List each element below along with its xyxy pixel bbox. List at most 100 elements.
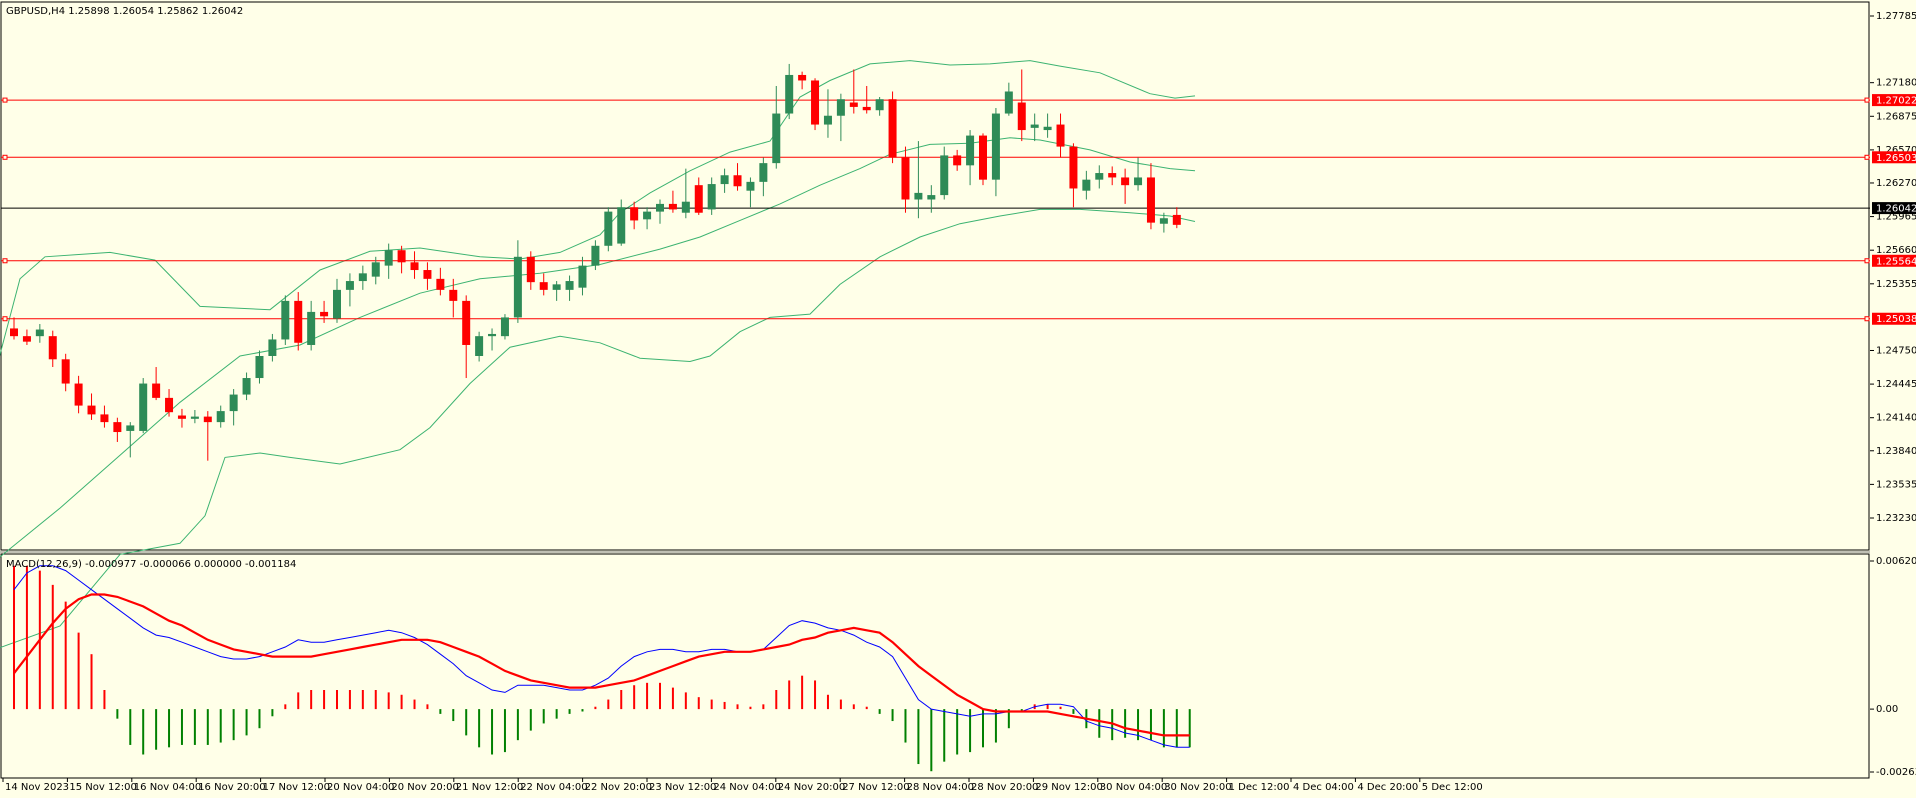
candle-body: [1082, 179, 1091, 191]
candle-body: [927, 195, 936, 200]
level-price-tag: [1872, 254, 1916, 267]
time-tick-label: 22 Nov 20:00: [585, 782, 652, 793]
current-price-tag: [1872, 202, 1916, 215]
candle-body: [1056, 124, 1065, 147]
candle-body: [811, 80, 820, 125]
time-tick-label: 22 Nov 04:00: [520, 782, 587, 793]
candle-body: [229, 394, 238, 412]
level-price-label: 1.27022: [1876, 96, 1916, 107]
time-tick-label: 4 Dec 04:00: [1293, 782, 1354, 793]
bollinger-upper-line: [0, 60, 1196, 357]
candle-body: [720, 175, 729, 185]
candle-body: [681, 201, 690, 213]
price-tick-label: 1.23840: [1876, 446, 1916, 457]
level-price-tag: [1872, 94, 1916, 107]
level-price-tag: [1872, 312, 1916, 325]
candle-body: [539, 282, 548, 290]
candlesticks: [10, 63, 1181, 461]
candle-body: [1095, 173, 1104, 180]
level-handle-right: [1864, 316, 1870, 322]
candle-body: [203, 416, 212, 423]
candle-body: [746, 181, 755, 191]
level-handle-right: [1864, 154, 1870, 160]
price-tick-label: 1.26270: [1876, 178, 1916, 189]
level-price-label: 1.25564: [1876, 256, 1916, 267]
time-tick-label: 28 Nov 04:00: [907, 782, 974, 793]
time-tick-label: 5 Dec 12:00: [1422, 782, 1483, 793]
candle-body: [901, 157, 910, 200]
current-price-label: 1.26042: [1876, 204, 1916, 215]
candle-body: [255, 355, 264, 379]
price-axis: 1.27785 1.27180 1.26875 1.26570 1.26270 1.259…: [1870, 11, 1916, 524]
candle-body: [423, 270, 432, 279]
time-tick-label: 1 Dec 12:00: [1229, 782, 1290, 793]
price-tick-label: 1.23535: [1876, 479, 1916, 490]
candle-body: [307, 311, 316, 345]
level-price-tag: [1872, 151, 1916, 164]
candle-body: [759, 163, 768, 182]
candle-body: [1043, 126, 1052, 131]
candle-body: [1159, 218, 1168, 224]
candle-body: [966, 135, 975, 166]
candle-body: [888, 99, 897, 158]
candle-body: [552, 284, 561, 290]
candle-body: [823, 115, 832, 125]
candle-body: [436, 278, 445, 290]
candle-body: [113, 422, 122, 433]
candle-body: [914, 192, 923, 200]
candle-body: [87, 405, 96, 415]
candle-body: [772, 113, 781, 164]
candle-body: [591, 245, 600, 266]
candle-body: [1134, 177, 1143, 186]
candle-body: [333, 289, 341, 319]
macd-signal-line: [13, 593, 1190, 737]
time-tick-label: 24 Nov 20:00: [778, 782, 845, 793]
time-tick-label: 4 Dec 20:00: [1357, 782, 1418, 793]
time-tick-label: 16 Nov 04:00: [134, 782, 201, 793]
price-tick-label: 1.27180: [1876, 78, 1916, 89]
candle-body: [152, 383, 161, 398]
candle-body: [617, 207, 626, 244]
candle-body: [707, 184, 716, 210]
macd-indicator: 0.006201 0.00 -0.002633: [13, 556, 1916, 778]
price-tick-label: 1.26570: [1876, 145, 1916, 156]
candle-body: [475, 336, 484, 356]
candle-body: [165, 397, 174, 413]
candle-body: [358, 273, 367, 282]
horizontal-levels: [1, 97, 1870, 322]
time-tick-label: 20 Nov 20:00: [391, 782, 458, 793]
candle-body: [268, 339, 277, 356]
candle-body: [371, 262, 380, 277]
candle-body: [1108, 173, 1117, 178]
time-tick-label: 14 Nov 2023: [5, 782, 69, 793]
price-tick-label: 1.24445: [1876, 379, 1916, 390]
candle-body: [849, 102, 858, 107]
macd-main-line: [13, 565, 1190, 748]
candle-body: [35, 329, 44, 337]
candle-body: [1017, 102, 1026, 131]
time-tick-label: 30 Nov 20:00: [1164, 782, 1231, 793]
macd-tick-label: -0.002633: [1876, 767, 1916, 778]
candle-body: [10, 328, 18, 337]
candle-body: [397, 250, 406, 263]
candle-body: [100, 414, 109, 423]
candle-body: [177, 415, 186, 419]
candle-body: [953, 155, 962, 166]
candle-body: [733, 175, 742, 187]
candle-body: [875, 99, 884, 111]
candle-body: [836, 99, 845, 116]
candle-body: [190, 416, 199, 419]
candle-body: [630, 207, 639, 221]
symbol-header: GBPUSD,H4 1.25898 1.26054 1.25862 1.2604…: [6, 6, 243, 17]
time-tick-label: 16 Nov 20:00: [198, 782, 265, 793]
candle-body: [643, 211, 652, 220]
price-tick-label: 1.24750: [1876, 345, 1916, 356]
candle-body: [462, 300, 471, 345]
candle-body: [979, 135, 987, 180]
price-tick-label: 1.25355: [1876, 279, 1916, 290]
price-tick-label: 1.24140: [1876, 413, 1916, 424]
candle-body: [1121, 177, 1130, 186]
candle-body: [1146, 177, 1155, 223]
price-tick-label: 1.23230: [1876, 513, 1916, 524]
